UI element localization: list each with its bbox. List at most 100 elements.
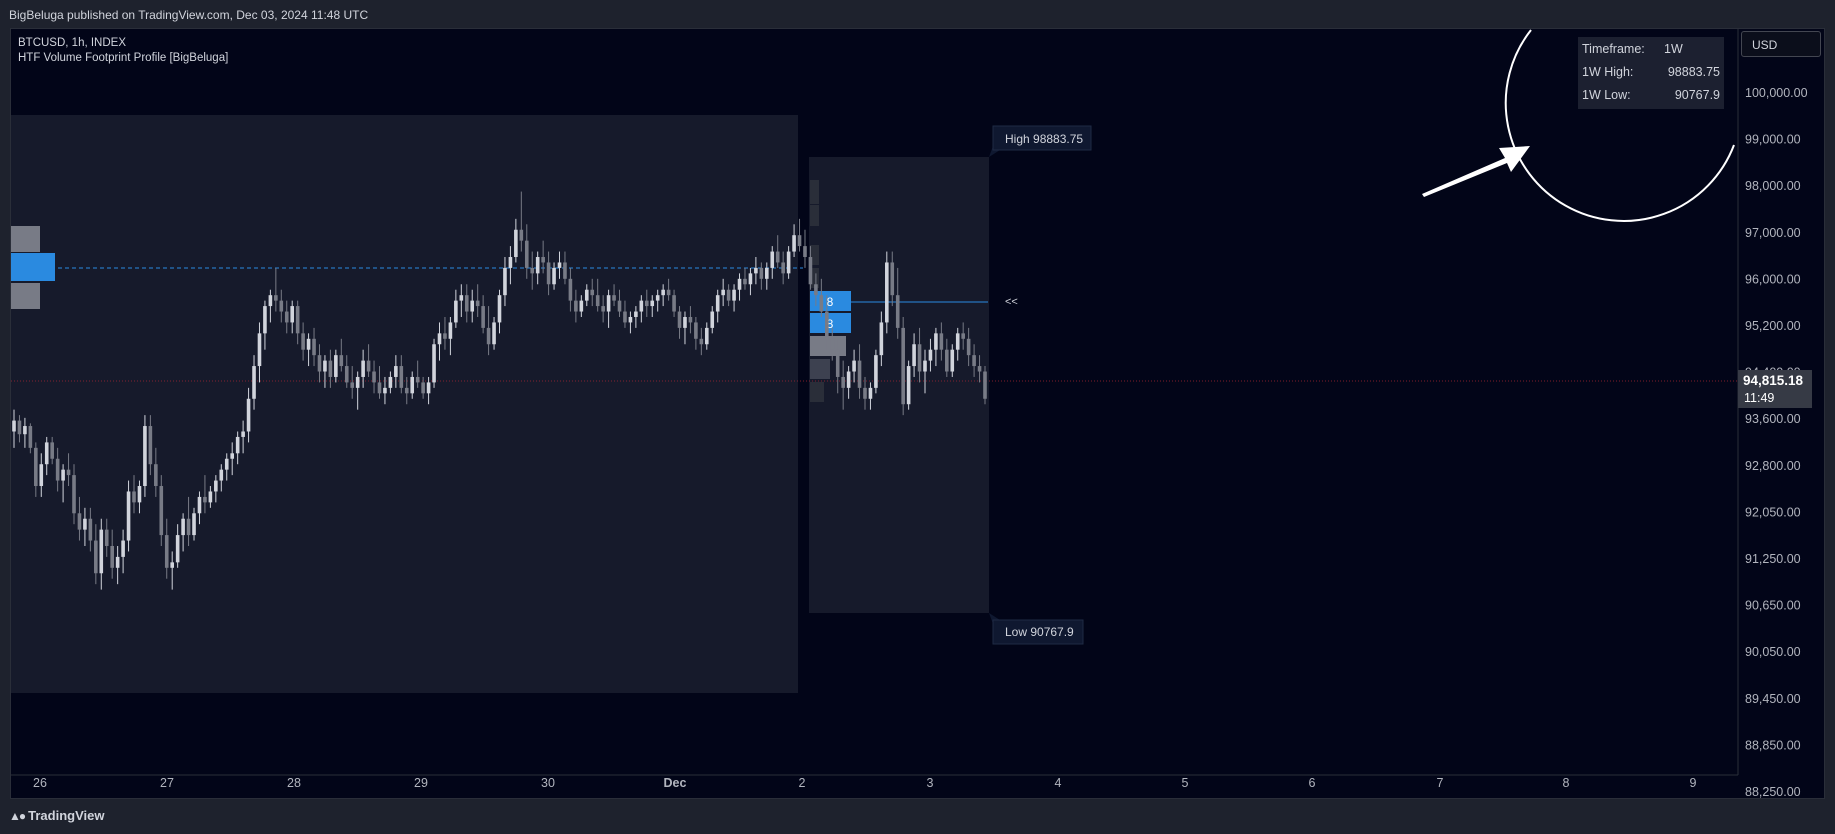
candle-body <box>814 284 818 296</box>
candle-body <box>219 469 224 481</box>
candle-body <box>846 371 851 388</box>
candle-body <box>683 316 687 328</box>
indicator-label[interactable]: HTF Volume Footprint Profile [BigBeluga] <box>18 52 229 64</box>
candle-body <box>606 295 611 312</box>
price-tick-label: 88,850.00 <box>1745 738 1801 752</box>
candle-body <box>955 333 960 350</box>
candle-body <box>623 311 627 323</box>
candle-body <box>912 344 916 367</box>
info-label: Timeframe: <box>1582 42 1645 56</box>
candle-body <box>252 366 256 399</box>
candle-body <box>268 295 273 307</box>
candle-body <box>524 240 529 268</box>
candle-body <box>901 327 905 405</box>
candle-body <box>88 518 93 541</box>
profile-block <box>810 205 819 226</box>
info-row-high: 1W High: 98883.75 <box>1582 62 1720 82</box>
candle-body <box>137 486 142 503</box>
candle-body <box>230 453 235 459</box>
candle-body <box>459 295 464 301</box>
info-label: 1W High: <box>1582 65 1634 79</box>
candle-body <box>426 382 431 394</box>
candle-body <box>344 366 349 383</box>
candle-body <box>214 480 218 492</box>
candle-body <box>634 311 638 317</box>
price-tick-label: 89,450.00 <box>1745 692 1801 706</box>
candle-body <box>639 300 644 312</box>
candle-body <box>579 300 584 312</box>
info-row-timeframe: Timeframe: 1W <box>1582 39 1720 59</box>
candle-body <box>868 387 873 399</box>
annotation-arrow <box>1422 146 1530 197</box>
info-row-low: 1W Low: 90767.9 <box>1582 85 1720 105</box>
last-price-value: 94,815.18 <box>1743 373 1804 388</box>
candle-body <box>83 518 87 530</box>
price-tick-label: 99,000.00 <box>1745 133 1801 147</box>
time-tick-label: 3 <box>927 776 934 790</box>
info-label: 1W Low: <box>1582 88 1631 102</box>
tradingview-logo[interactable]: ▲● TradingView <box>9 808 104 823</box>
candle-body <box>34 447 38 487</box>
candle-body <box>328 360 333 377</box>
candle-body <box>404 387 409 394</box>
candle-body <box>792 235 796 252</box>
candle-body <box>312 338 316 356</box>
candle-body <box>825 311 829 339</box>
candle-body <box>808 257 813 285</box>
candle-body <box>115 556 120 568</box>
profile-block <box>810 180 819 204</box>
time-tick-label: 9 <box>1690 776 1697 790</box>
price-tick-label: 88,250.00 <box>1745 785 1801 799</box>
candle-body <box>764 267 769 279</box>
candle-body <box>857 360 862 388</box>
candle-body <box>945 349 949 372</box>
price-tick-label: 95,200.00 <box>1745 319 1801 333</box>
candle-body <box>17 420 22 435</box>
candle-body <box>835 349 840 377</box>
candle-body <box>754 267 758 274</box>
candle-body <box>132 491 136 503</box>
profile-value-label: 8 <box>827 317 834 331</box>
candle-body <box>917 344 922 372</box>
symbol-label[interactable]: BTCUSD, 1h, INDEX <box>18 37 126 49</box>
time-tick-label: 4 <box>1055 776 1062 790</box>
candle-body <box>743 278 747 285</box>
profile-block <box>11 283 40 309</box>
candle-body <box>863 387 867 399</box>
last-price-badge <box>1738 370 1812 408</box>
currency-button[interactable]: USD <box>1741 31 1821 57</box>
time-axis[interactable]: 26 27 28 29 30 Dec 2 3 4 5 6 7 8 9 <box>33 776 1696 790</box>
candle-body <box>432 344 436 383</box>
candle-body <box>394 366 398 377</box>
candle-body <box>530 267 535 274</box>
info-value: 98883.75 <box>1667 65 1720 79</box>
candle-body <box>983 371 987 399</box>
candle-body <box>661 289 665 296</box>
candle-body <box>655 295 660 301</box>
price-tick-label: 90,650.00 <box>1745 599 1801 613</box>
candle-body <box>977 366 982 372</box>
candles-group <box>12 191 987 590</box>
candle-body <box>759 267 764 279</box>
candle-body <box>797 235 802 247</box>
brand-label: TradingView <box>28 808 105 823</box>
candle-body <box>934 333 938 350</box>
candle-body <box>203 496 207 503</box>
candle-body <box>497 295 502 323</box>
price-axis[interactable]: 100,000.00 99,000.00 98,000.00 97,000.00 96,… <box>1745 86 1808 799</box>
candle-body <box>55 458 60 481</box>
profile-block <box>810 359 830 379</box>
time-tick-label: 29 <box>414 776 428 790</box>
profile-block <box>810 336 846 356</box>
candle-body <box>361 360 365 377</box>
candle-body <box>612 295 616 301</box>
candle-body <box>99 529 104 574</box>
candle-body <box>317 355 322 372</box>
candle-body <box>688 316 693 323</box>
info-value: 90767.9 <box>1674 88 1720 102</box>
candle-body <box>726 289 731 301</box>
candle-body <box>443 333 447 339</box>
candle-body <box>552 267 556 285</box>
candle-body <box>694 322 698 339</box>
